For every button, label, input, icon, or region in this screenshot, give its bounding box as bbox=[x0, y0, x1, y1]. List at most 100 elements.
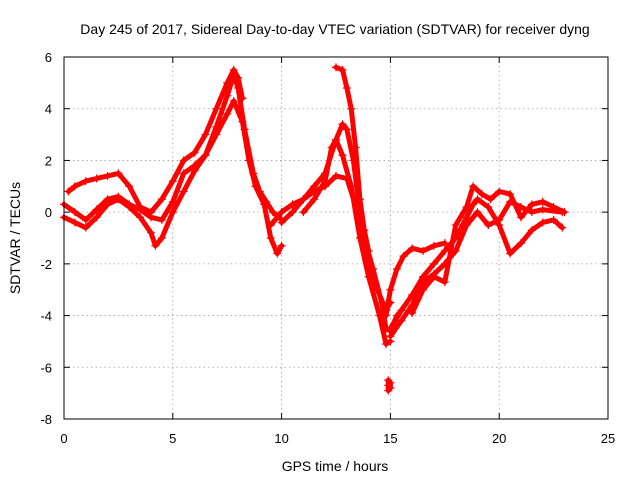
data-point bbox=[136, 213, 145, 222]
data-point bbox=[277, 241, 286, 250]
data-point bbox=[429, 272, 438, 281]
data-point bbox=[321, 177, 330, 186]
y-tick-label: -8 bbox=[40, 412, 52, 427]
y-tick-label: -6 bbox=[40, 360, 52, 375]
x-tick-label: 5 bbox=[169, 431, 176, 446]
data-point bbox=[506, 190, 515, 199]
data-point bbox=[179, 156, 188, 165]
data-point bbox=[70, 182, 79, 191]
data-point bbox=[429, 241, 438, 250]
data-point bbox=[92, 213, 101, 222]
data-point bbox=[223, 91, 232, 100]
data-point bbox=[238, 94, 247, 103]
data-point bbox=[266, 234, 275, 242]
data-point bbox=[527, 208, 536, 217]
data-point bbox=[440, 246, 449, 255]
data-point bbox=[419, 277, 428, 286]
data-point bbox=[147, 228, 156, 237]
data-point bbox=[538, 197, 547, 206]
y-tick-labels: -8 -6 -4 -2 0 2 4 6 bbox=[40, 50, 52, 427]
data-point bbox=[386, 383, 395, 392]
data-point bbox=[238, 117, 247, 126]
data-point bbox=[549, 202, 558, 211]
data-point bbox=[70, 208, 79, 217]
data-point bbox=[516, 213, 525, 222]
y-tick-label: -2 bbox=[40, 257, 52, 272]
series-line bbox=[387, 196, 565, 331]
data-point bbox=[484, 221, 493, 230]
data-point bbox=[92, 205, 101, 214]
series-line bbox=[387, 199, 565, 339]
data-point bbox=[310, 182, 319, 191]
data-point bbox=[168, 208, 177, 217]
data-point bbox=[516, 239, 525, 248]
data-point bbox=[147, 208, 156, 217]
data-point bbox=[212, 130, 221, 139]
data-point bbox=[382, 340, 391, 349]
data-point bbox=[392, 265, 401, 274]
data-point bbox=[157, 195, 166, 204]
data-point bbox=[70, 218, 79, 227]
data-point bbox=[190, 166, 199, 175]
chart-title: Day 245 of 2017, Sidereal Day-to-day VTE… bbox=[80, 21, 589, 37]
data-point bbox=[81, 177, 90, 186]
data-point bbox=[179, 187, 188, 196]
data-point bbox=[364, 246, 373, 255]
series-9 bbox=[386, 195, 567, 333]
data-point bbox=[190, 148, 199, 157]
y-tick-label: -4 bbox=[40, 309, 52, 324]
data-point bbox=[244, 156, 253, 165]
data-point bbox=[81, 223, 90, 232]
series-line bbox=[65, 67, 245, 215]
data-point bbox=[342, 84, 351, 93]
data-point bbox=[408, 244, 417, 253]
data-point bbox=[103, 171, 112, 180]
data-point bbox=[419, 246, 428, 255]
data-point bbox=[386, 332, 395, 341]
data-point bbox=[560, 208, 569, 217]
data-point bbox=[399, 252, 408, 261]
data-point bbox=[351, 143, 360, 152]
data-point bbox=[462, 213, 471, 222]
data-point bbox=[81, 215, 90, 224]
plot-frame bbox=[63, 56, 609, 420]
y-tick-label: 0 bbox=[45, 205, 52, 220]
data-point bbox=[506, 249, 515, 258]
series-3 bbox=[64, 65, 247, 217]
data-point bbox=[397, 306, 406, 315]
data-point bbox=[549, 215, 558, 224]
series-10 bbox=[386, 197, 567, 341]
series-8 bbox=[382, 239, 449, 320]
data-point bbox=[429, 259, 438, 268]
series-line bbox=[300, 137, 393, 347]
data-point bbox=[266, 221, 275, 230]
series-11 bbox=[408, 182, 569, 317]
y-tick-label: 6 bbox=[45, 50, 52, 65]
data-point bbox=[288, 200, 297, 209]
series-2 bbox=[60, 96, 286, 258]
data-point bbox=[419, 285, 428, 294]
data-point bbox=[347, 182, 356, 191]
data-point bbox=[397, 316, 406, 325]
data-point bbox=[386, 285, 395, 294]
data-point bbox=[338, 65, 347, 74]
data-point bbox=[338, 120, 347, 129]
series-line bbox=[383, 240, 448, 319]
data-point bbox=[495, 215, 504, 224]
series-4 bbox=[266, 171, 401, 336]
x-tick-labels: 0 5 10 15 20 25 bbox=[60, 431, 615, 446]
data-point bbox=[495, 187, 504, 196]
data-point bbox=[229, 65, 238, 74]
data-point bbox=[477, 190, 486, 199]
data-point bbox=[64, 187, 73, 196]
data-point bbox=[473, 208, 482, 217]
data-point bbox=[332, 135, 340, 144]
data-point bbox=[277, 208, 286, 217]
data-point bbox=[234, 73, 243, 82]
data-point bbox=[201, 151, 210, 160]
data-point bbox=[440, 239, 449, 248]
data-point bbox=[538, 205, 547, 214]
data-point bbox=[486, 195, 495, 204]
data-point bbox=[277, 218, 286, 227]
data-point bbox=[310, 195, 319, 204]
